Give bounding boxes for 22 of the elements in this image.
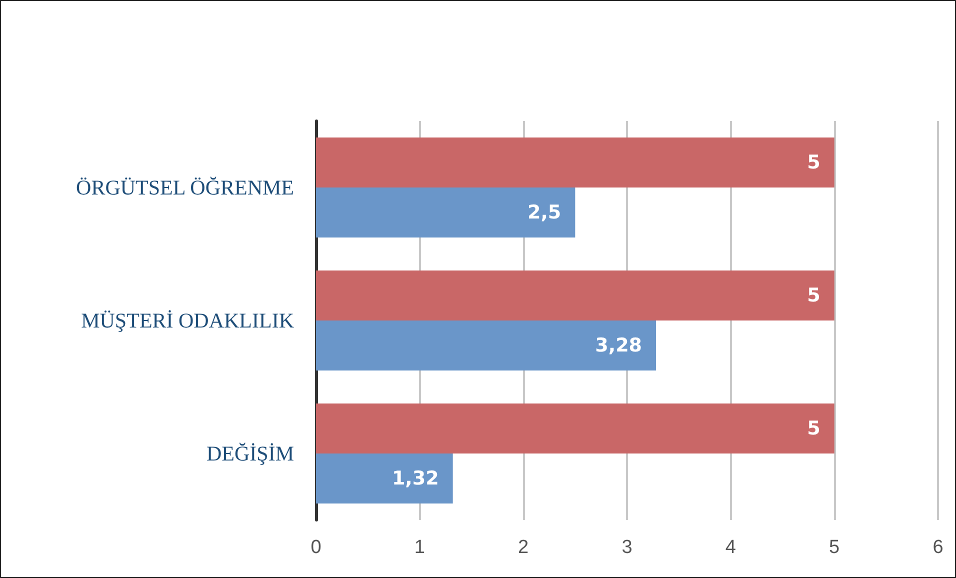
data-label: 5 xyxy=(807,152,820,174)
x-tick-label: 2 xyxy=(518,537,529,558)
y-tick-label: ÖRGÜTSEL ÖĞRENME xyxy=(76,176,294,200)
bar xyxy=(316,320,656,370)
y-tick-label: DEĞİŞİM xyxy=(206,442,294,466)
data-label: 1,32 xyxy=(392,468,439,490)
bar xyxy=(316,188,576,238)
data-label: 2,5 xyxy=(527,202,562,224)
bar xyxy=(316,138,834,188)
x-tick-label: 4 xyxy=(725,537,736,558)
bar xyxy=(316,270,834,320)
x-tick-label: 1 xyxy=(414,537,425,558)
x-tick-label: 3 xyxy=(622,537,632,558)
data-label: 5 xyxy=(807,284,820,306)
bar xyxy=(316,404,834,454)
data-label: 5 xyxy=(807,418,820,440)
x-tick-label: 0 xyxy=(310,537,322,558)
x-tick-label: 5 xyxy=(829,537,840,558)
y-tick-label: MÜŞTERİ ODAKLILIK xyxy=(81,308,294,332)
bar xyxy=(316,454,453,504)
x-tick-label: 6 xyxy=(932,537,944,558)
data-label: 3,28 xyxy=(595,334,642,356)
